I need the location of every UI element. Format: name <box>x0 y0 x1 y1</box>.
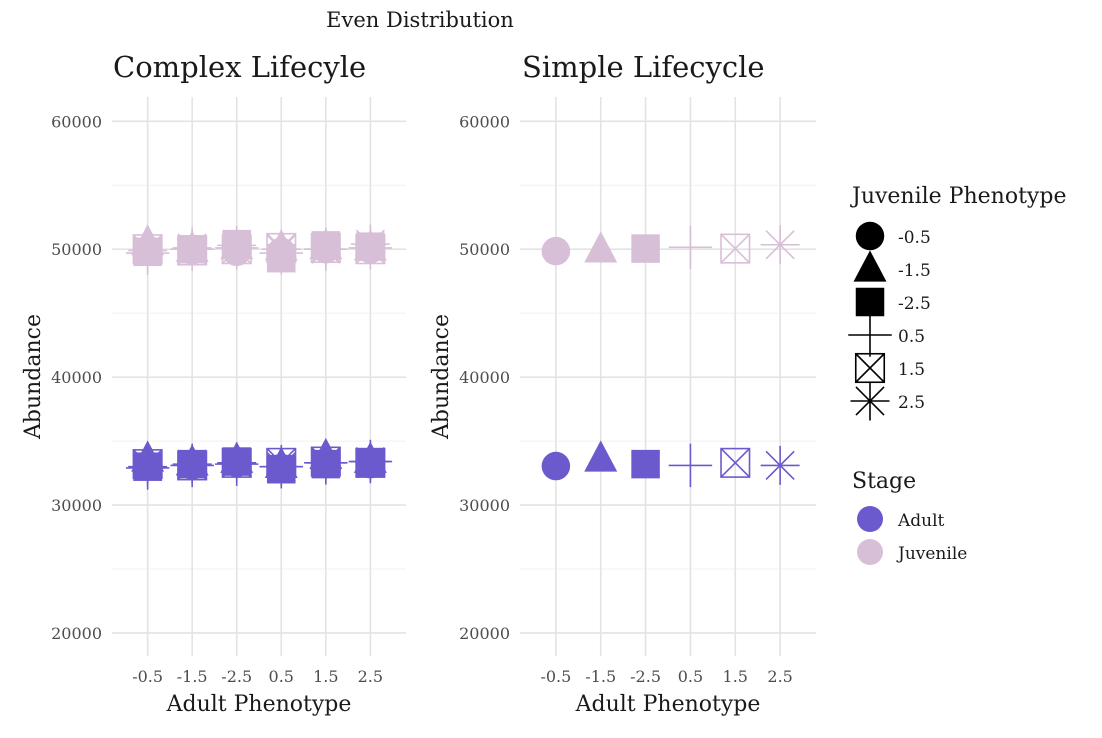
x-tick-label: 2.5 <box>767 667 792 686</box>
legend: Juvenile Phenotype -0.5 -1.5 -2.5 0.5 1.5 2.5 S… <box>848 184 1066 565</box>
legend-shape-item: 1.5 <box>854 352 925 384</box>
x-axis-label: Adult Phenotype <box>575 692 761 717</box>
data-point-adult-asterisk <box>306 443 346 483</box>
legend-shape-item: -1.5 <box>853 250 931 282</box>
y-axis-label: Abundance <box>21 314 46 440</box>
legend-shape-item: -0.5 <box>855 221 931 251</box>
legend-square-cross-icon <box>854 352 886 384</box>
data-point-adult-asterisk <box>760 445 800 485</box>
y-axis-label: Abundance <box>429 314 454 440</box>
panel-complex: 20000 30000 40000 50000 60000 -0.5 -1.5 -2.5 0.5… <box>21 50 406 717</box>
y-tick-label: 60000 <box>51 112 102 131</box>
data-points <box>541 225 800 488</box>
x-tick-label: -0.5 <box>540 667 571 686</box>
legend-shape-label: 2.5 <box>898 393 925 413</box>
figure-title: Even Distribution <box>326 8 514 32</box>
x-tick-label: 0.5 <box>269 667 294 686</box>
panels: 20000 30000 40000 50000 60000 -0.5 -1.5 -2.5 0.5… <box>21 50 816 717</box>
x-tick-label: -1.5 <box>177 667 208 686</box>
data-point-adult-square <box>631 449 660 479</box>
data-point-adult-asterisk <box>172 444 212 484</box>
legend-shape-label: -1.5 <box>898 261 931 281</box>
x-tick-label: 1.5 <box>723 667 748 686</box>
x-tick-label: -2.5 <box>630 667 661 686</box>
data-points <box>125 224 393 490</box>
legend-shape-title: Juvenile Phenotype <box>850 184 1066 209</box>
legend-plus-icon <box>848 313 892 357</box>
x-tick-label: -1.5 <box>585 667 616 686</box>
data-point-juvenile-circle <box>541 236 571 266</box>
legend-triangle-icon <box>853 250 887 282</box>
legend-shape-item: 2.5 <box>850 381 925 421</box>
legend-color-item: Juvenile <box>857 539 967 565</box>
data-point-adult-asterisk <box>217 443 257 483</box>
x-tick-label: 0.5 <box>678 667 703 686</box>
legend-swatch-icon <box>857 506 883 532</box>
x-tick-label: 1.5 <box>313 667 338 686</box>
data-point-adult-square-cross <box>720 447 751 478</box>
legend-color-item: Adult <box>857 506 945 532</box>
data-point-adult-plus <box>668 443 713 488</box>
y-tick-label: 40000 <box>51 368 102 387</box>
legend-color-title: Stage <box>852 469 916 494</box>
legend-color-label: Juvenile <box>896 544 967 564</box>
legend-swatch-icon <box>857 539 883 565</box>
legend-shape-label: -2.5 <box>898 294 931 314</box>
data-point-juvenile-asterisk <box>217 225 257 265</box>
legend-color-label: Adult <box>897 511 945 531</box>
data-point-juvenile-asterisk <box>261 229 301 269</box>
x-axis-label: Adult Phenotype <box>166 692 352 717</box>
y-tick-label: 40000 <box>459 368 510 387</box>
legend-shape-label: 0.5 <box>898 327 925 347</box>
data-point-juvenile-triangle <box>584 231 618 263</box>
y-tick-label: 50000 <box>51 240 102 259</box>
panel-title: Simple Lifecycle <box>522 50 765 84</box>
y-tick-label: 30000 <box>459 496 510 515</box>
data-point-juvenile-asterisk <box>760 225 800 265</box>
legend-asterisk-icon <box>850 381 890 421</box>
data-point-adult-circle <box>541 451 571 481</box>
data-point-juvenile-square <box>631 234 660 263</box>
y-tick-label: 30000 <box>51 496 102 515</box>
y-tick-label: 60000 <box>459 112 510 131</box>
data-point-juvenile-asterisk <box>128 231 168 271</box>
panel-title: Complex Lifecyle <box>113 50 366 84</box>
legend-shape-label: 1.5 <box>898 360 925 380</box>
legend-circle-icon <box>855 221 885 251</box>
y-tick-label: 50000 <box>459 240 510 259</box>
legend-square-icon <box>855 287 885 317</box>
data-point-adult-asterisk <box>350 442 390 482</box>
data-point-adult-asterisk <box>261 447 301 487</box>
data-point-juvenile-asterisk <box>306 229 346 269</box>
x-tick-label: 2.5 <box>358 667 383 686</box>
legend-shape-item: 0.5 <box>848 313 925 357</box>
x-tick-label: -0.5 <box>132 667 163 686</box>
x-tick-label: -2.5 <box>221 667 252 686</box>
panel-simple: 20000 30000 40000 50000 60000 -0.5 -1.5 -2.5 0.5… <box>429 50 816 717</box>
y-tick-label: 20000 <box>459 624 510 643</box>
legend-shape-label: -0.5 <box>898 228 931 248</box>
data-point-juvenile-asterisk <box>172 228 212 268</box>
data-point-juvenile-plus <box>668 225 713 270</box>
legend-shape-item: -2.5 <box>855 287 931 317</box>
data-point-adult-triangle <box>584 440 618 472</box>
data-point-juvenile-square-cross <box>720 233 751 264</box>
data-point-adult-asterisk <box>128 447 168 487</box>
y-tick-label: 20000 <box>51 624 102 643</box>
data-point-juvenile-asterisk <box>350 224 390 264</box>
